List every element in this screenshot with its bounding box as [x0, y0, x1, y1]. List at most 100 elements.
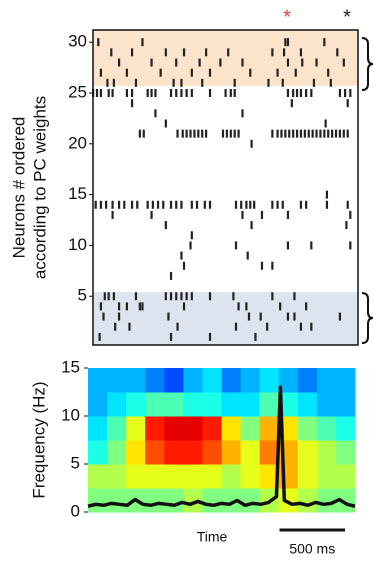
spike: [182, 302, 186, 311]
spike: [99, 200, 102, 209]
spike: [271, 129, 274, 138]
heat-cell: [202, 392, 222, 417]
spike: [154, 109, 157, 118]
heat-cell: [88, 464, 108, 489]
heat-cell: [164, 440, 184, 465]
spike: [345, 221, 348, 230]
heat-cell: [335, 440, 356, 465]
spike: [299, 200, 303, 209]
spike: [281, 78, 284, 87]
spike: [117, 312, 121, 321]
spike: [169, 200, 173, 209]
spike: [233, 89, 236, 97]
spike: [203, 200, 206, 209]
spike: [190, 68, 193, 77]
spike: [295, 89, 299, 97]
spike: [225, 129, 228, 138]
spike: [292, 89, 295, 97]
y-axis-label: Neurons # ordered: [9, 117, 28, 259]
spike: [286, 210, 290, 219]
spike: [130, 89, 134, 97]
heat-cell: [107, 416, 127, 441]
heat-cell: [278, 368, 299, 393]
heat-cell: [145, 392, 165, 417]
spike: [190, 231, 193, 240]
spike: [349, 210, 352, 219]
spike: [234, 200, 238, 209]
spike: [221, 129, 225, 138]
spike: [141, 38, 144, 47]
heat-cell: [164, 464, 184, 489]
spike: [334, 129, 338, 138]
heat-cell: [183, 368, 203, 393]
spike: [267, 78, 270, 87]
spike: [344, 89, 347, 97]
heat-cell: [183, 440, 203, 465]
spike: [286, 241, 290, 250]
heat-cell: [202, 416, 222, 441]
spike: [130, 99, 134, 108]
y-tick-label: 15: [68, 184, 87, 203]
spike: [294, 68, 297, 77]
spike: [325, 190, 329, 199]
highlight-band: [93, 292, 358, 345]
highlight-band: [93, 30, 358, 86]
spike: [205, 129, 208, 138]
spike: [276, 68, 279, 77]
spike: [250, 139, 253, 148]
spike: [299, 89, 303, 97]
heat-cell: [145, 464, 165, 489]
heat-cell: [107, 368, 127, 393]
heat-cell: [335, 392, 356, 417]
heat-cell: [145, 368, 165, 393]
heat-cell: [240, 440, 261, 465]
spike: [246, 251, 249, 260]
spike: [190, 200, 193, 209]
y-tick-label: 5: [71, 453, 80, 472]
spike: [338, 312, 342, 321]
y-axis-label: Frequency (Hz): [29, 381, 48, 498]
heat-cell: [240, 488, 261, 513]
spike: [208, 292, 212, 301]
heat-cell: [316, 368, 337, 393]
heat-cell: [297, 416, 318, 441]
spike: [197, 129, 200, 138]
heat-cell: [240, 392, 261, 417]
spike: [208, 200, 212, 209]
heat-cell: [107, 464, 127, 489]
spike: [201, 78, 204, 87]
spike: [185, 129, 188, 138]
spike: [150, 210, 153, 219]
y-tick-label: 10: [61, 405, 80, 424]
y-tick-label: 10: [68, 235, 87, 254]
y-tick-label: 0: [71, 501, 80, 520]
spike: [99, 89, 102, 97]
heat-cell: [297, 440, 318, 465]
heat-cell: [202, 440, 222, 465]
heat-cell: [164, 368, 184, 393]
spike: [233, 129, 236, 138]
spike: [301, 58, 304, 67]
spike: [99, 68, 102, 77]
spike: [219, 58, 222, 67]
heat-cell: [316, 464, 337, 489]
spike: [136, 200, 139, 209]
spike: [323, 38, 326, 47]
y-tick-label: 15: [61, 357, 80, 376]
spike: [286, 38, 290, 47]
spike: [107, 89, 110, 97]
heat-cell: [202, 464, 222, 489]
spike: [271, 261, 274, 270]
spike: [198, 58, 201, 67]
spike: [117, 302, 121, 311]
spike: [111, 89, 114, 97]
heat-cell: [335, 416, 356, 441]
y-tick-label: 5: [78, 286, 87, 305]
heat-cell: [202, 368, 222, 393]
spike: [349, 89, 352, 97]
heat-cell: [164, 392, 184, 417]
heat-cell: [259, 392, 280, 417]
spike: [346, 99, 349, 108]
heat-cell: [259, 368, 280, 393]
